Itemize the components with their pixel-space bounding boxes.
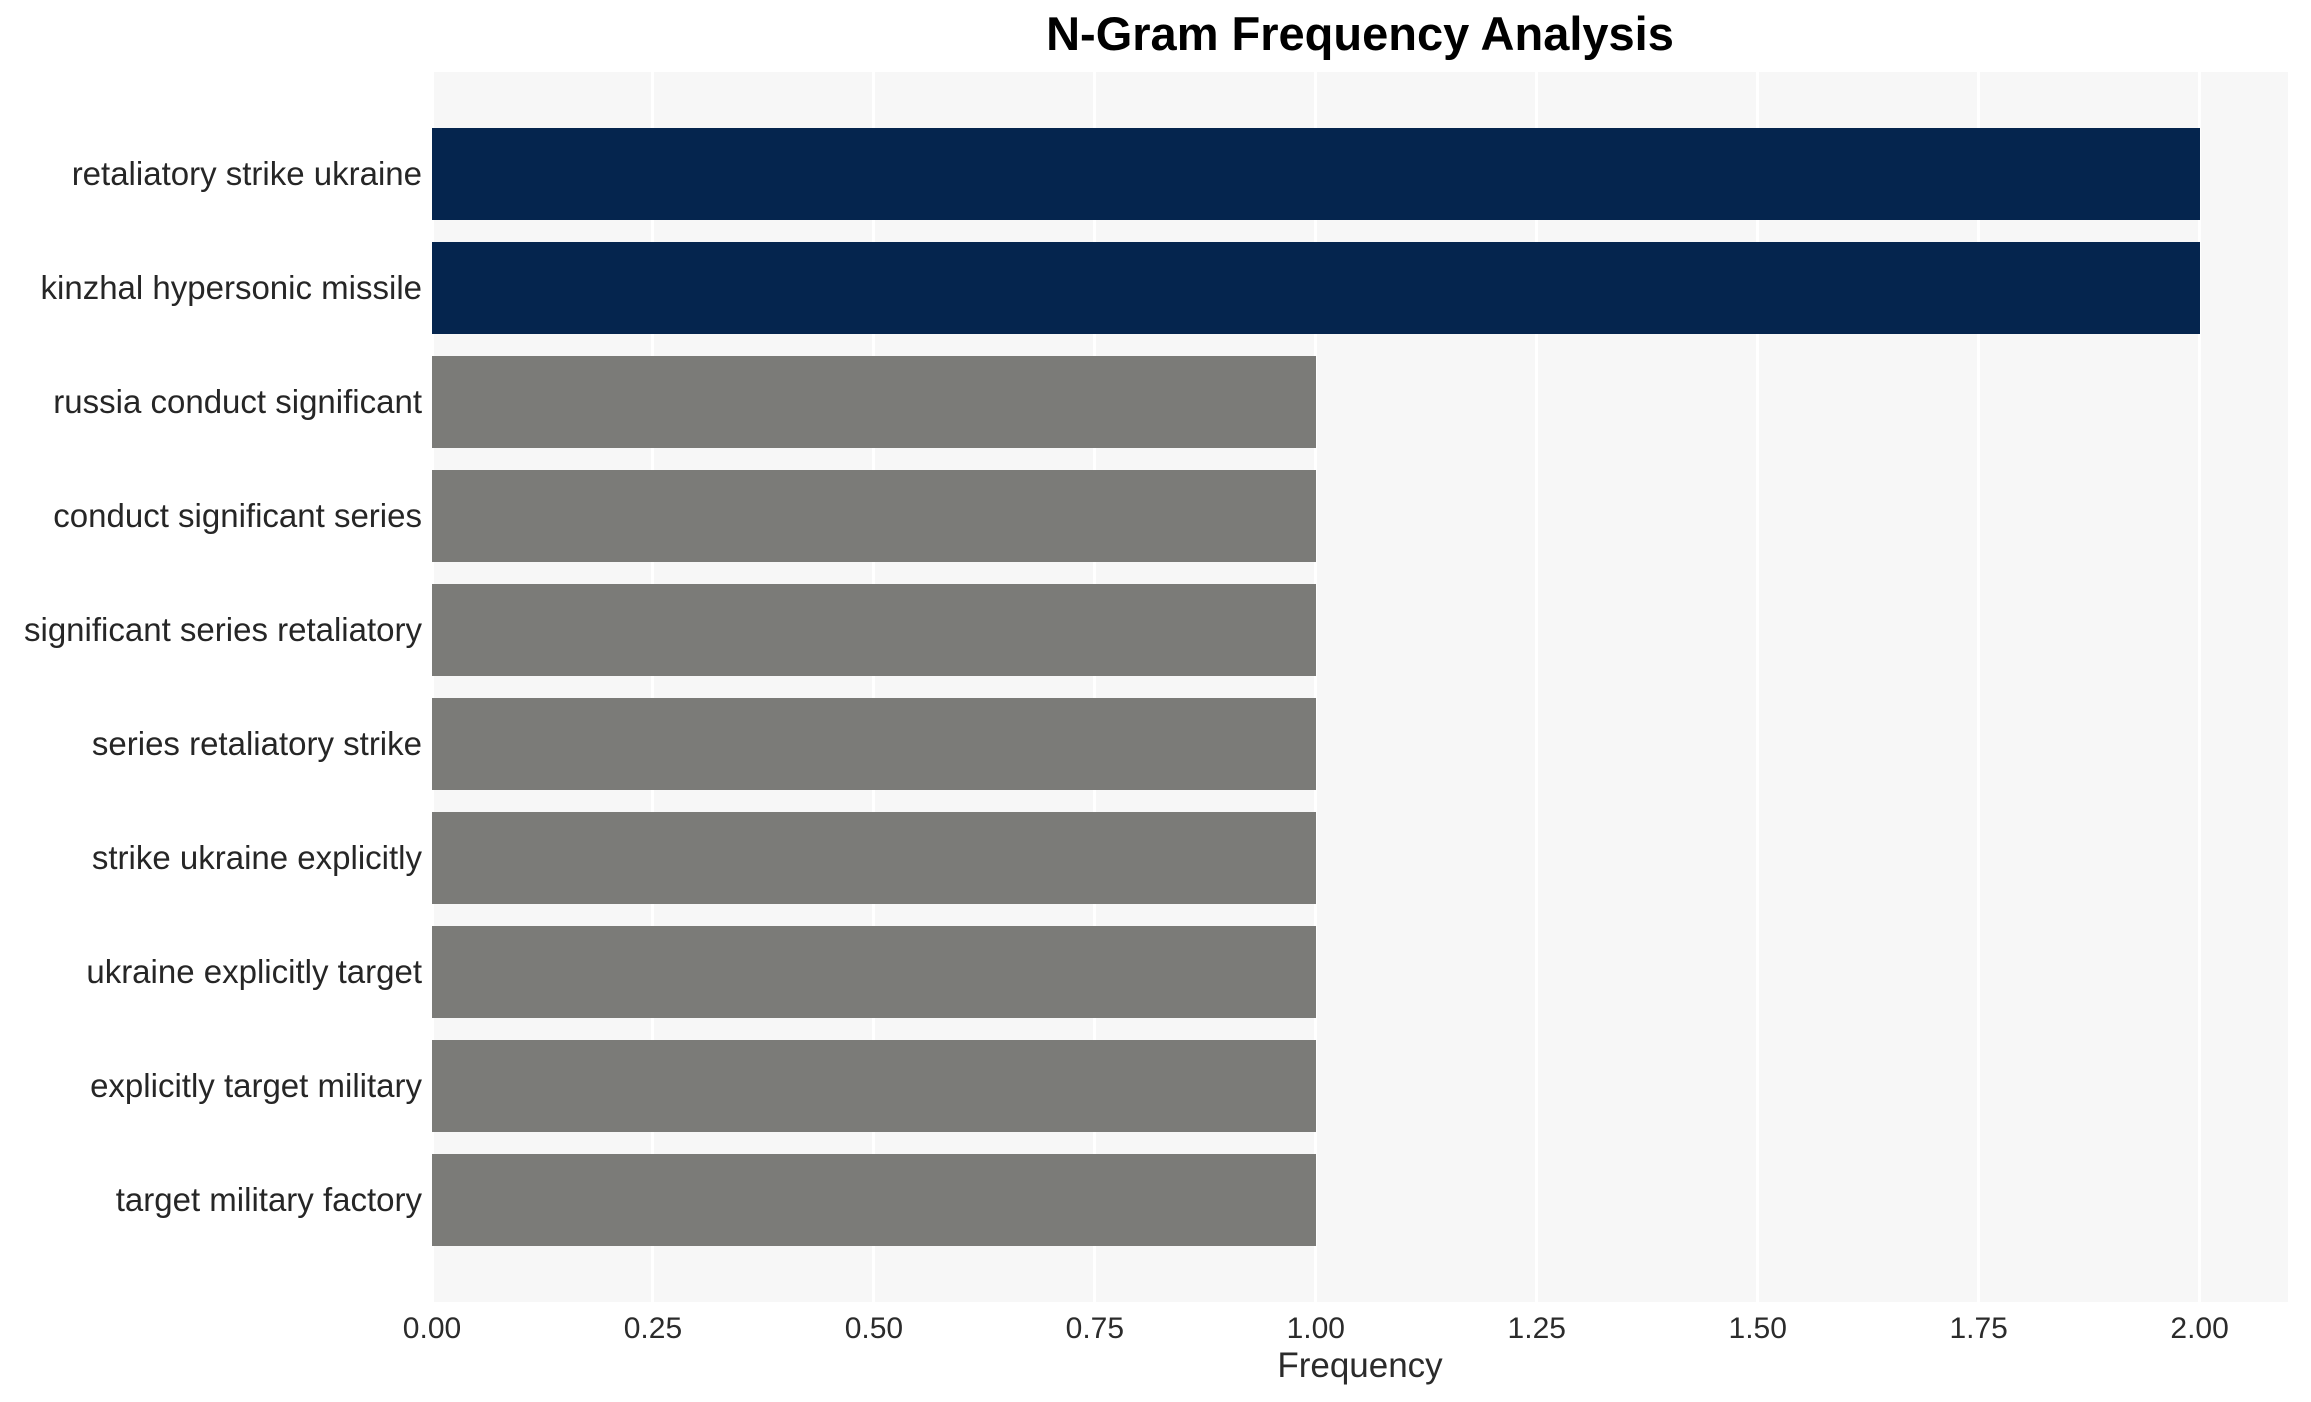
bar-track bbox=[432, 1154, 2288, 1246]
gridline bbox=[651, 72, 655, 1302]
bar bbox=[432, 1040, 1316, 1132]
y-axis-label: retaliatory strike ukraine bbox=[71, 155, 422, 192]
bar-rows-container: retaliatory strike ukraine kinzhal hypers… bbox=[0, 72, 2288, 1302]
bar-row: russia conduct significant bbox=[0, 356, 2288, 448]
bar bbox=[432, 584, 1316, 676]
bar-track bbox=[432, 698, 2288, 790]
x-tick-label: 2.00 bbox=[2170, 1312, 2229, 1345]
bar-row: kinzhal hypersonic missile bbox=[0, 242, 2288, 334]
x-tick-label: 0.25 bbox=[623, 1312, 683, 1345]
bar-track bbox=[432, 356, 2288, 448]
x-tick-label: 1.25 bbox=[1507, 1312, 1566, 1345]
bar bbox=[432, 242, 2200, 334]
bar-row: series retaliatory strike bbox=[0, 698, 2288, 790]
x-tick-label: 0.75 bbox=[1065, 1312, 1125, 1345]
bar-track bbox=[432, 242, 2288, 334]
bar bbox=[432, 1154, 1316, 1246]
x-tick-label: 0.50 bbox=[844, 1312, 904, 1345]
bar bbox=[432, 926, 1316, 1018]
bar bbox=[432, 128, 2200, 220]
y-axis-label: target military factory bbox=[115, 1181, 422, 1218]
bar bbox=[432, 698, 1316, 790]
bar-row: retaliatory strike ukraine bbox=[0, 128, 2288, 220]
gridline bbox=[1756, 72, 1760, 1302]
bar-row: target military factory bbox=[0, 1154, 2288, 1246]
bar-row: conduct significant series bbox=[0, 470, 2288, 562]
y-axis-label: ukraine explicitly target bbox=[86, 953, 422, 990]
y-axis-label: explicitly target military bbox=[90, 1067, 422, 1104]
bar-track bbox=[432, 584, 2288, 676]
x-axis-label: Frequency bbox=[1277, 1346, 1443, 1385]
bar bbox=[432, 356, 1316, 448]
x-tick-label: 0.00 bbox=[402, 1312, 462, 1345]
bar-track bbox=[432, 1040, 2288, 1132]
bar-track bbox=[432, 470, 2288, 562]
bar-track bbox=[432, 812, 2288, 904]
gridline bbox=[1535, 72, 1539, 1302]
gridline bbox=[1314, 72, 1318, 1302]
x-tick-label: 1.50 bbox=[1728, 1312, 1787, 1345]
bar-row: explicitly target military bbox=[0, 1040, 2288, 1132]
bar-row: strike ukraine explicitly bbox=[0, 812, 2288, 904]
bar-row: significant series retaliatory bbox=[0, 584, 2288, 676]
gridline bbox=[1093, 72, 1097, 1302]
y-axis-label: kinzhal hypersonic missile bbox=[40, 269, 422, 306]
gridline bbox=[2198, 72, 2202, 1302]
y-axis-label: conduct significant series bbox=[53, 497, 422, 534]
bar-row: ukraine explicitly target bbox=[0, 926, 2288, 1018]
x-axis: 0.00 0.25 0.50 0.75 1.00 1.25 1.50 1.75 2.00 bbox=[403, 1302, 2288, 1358]
gridline bbox=[1977, 72, 1981, 1302]
bar-track bbox=[432, 128, 2288, 220]
y-axis-label: series retaliatory strike bbox=[91, 725, 422, 762]
y-axis-label: strike ukraine explicitly bbox=[91, 839, 422, 876]
y-axis-label: russia conduct significant bbox=[53, 383, 422, 420]
bar bbox=[432, 470, 1316, 562]
chart-title: N-Gram Frequency Analysis bbox=[1046, 7, 1674, 60]
x-tick-label: 1.75 bbox=[1949, 1312, 2008, 1345]
x-tick-label: 1.00 bbox=[1286, 1312, 1345, 1345]
bar bbox=[432, 812, 1316, 904]
gridline bbox=[872, 72, 876, 1302]
bar-track bbox=[432, 926, 2288, 1018]
gridline bbox=[430, 72, 434, 1302]
y-axis-label: significant series retaliatory bbox=[24, 611, 422, 648]
